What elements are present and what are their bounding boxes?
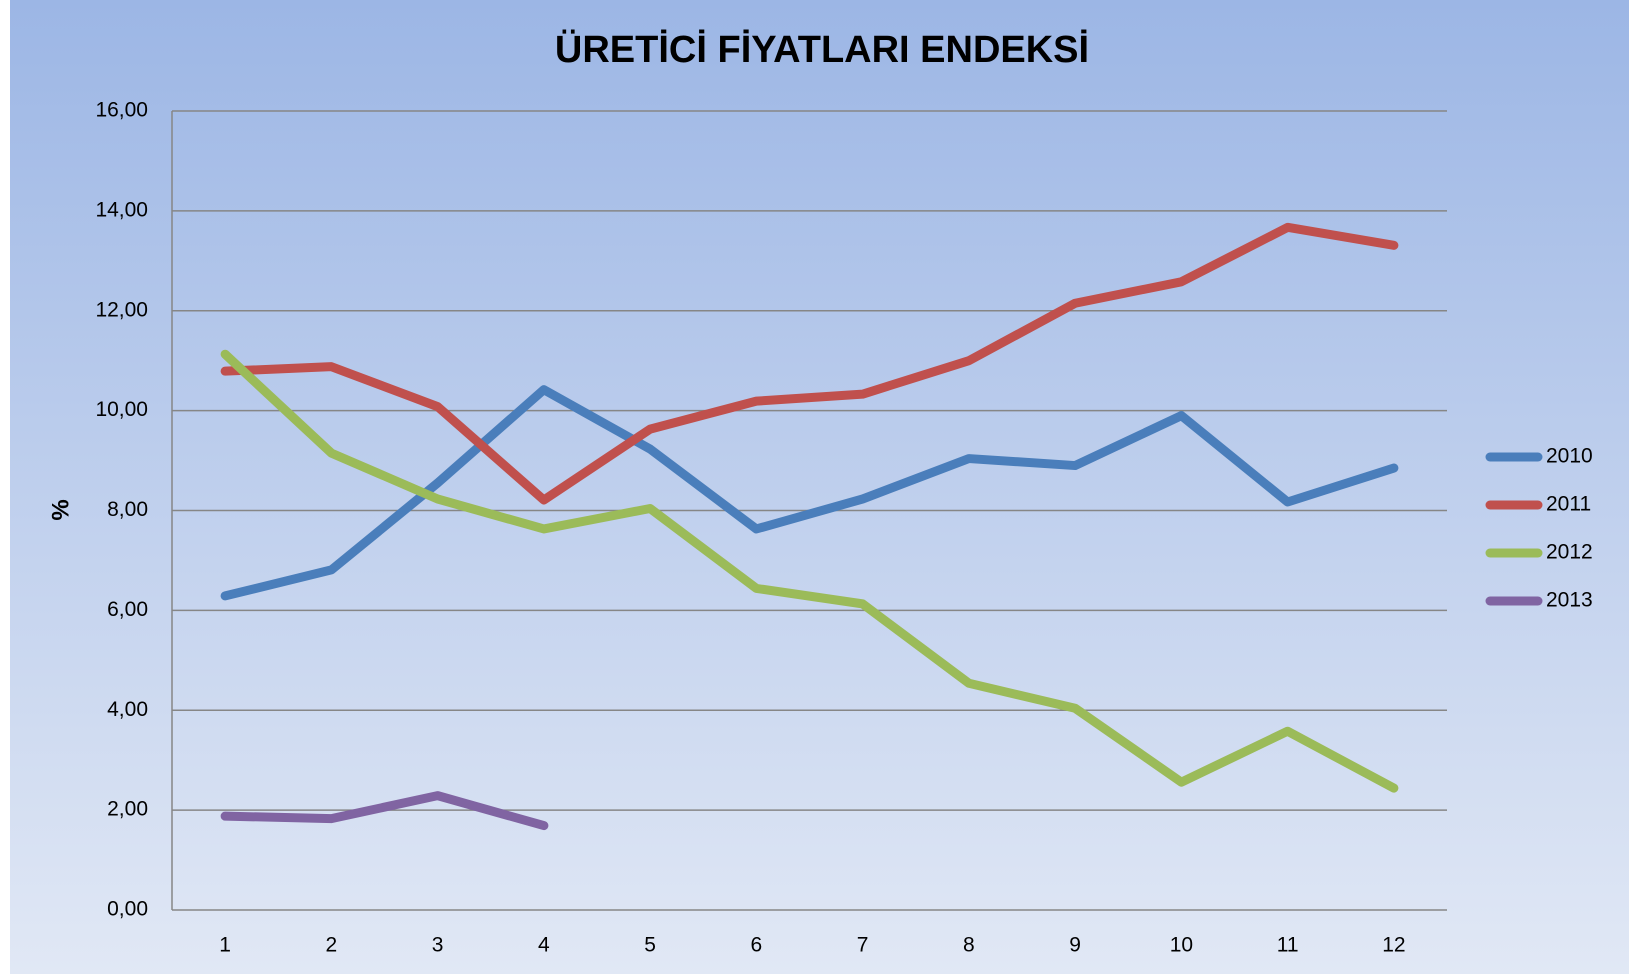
y-axis-title: % (47, 499, 74, 520)
series-line (220, 791, 549, 831)
x-tick-label: 12 (1382, 934, 1405, 957)
y-tick-label: 16,00 (95, 99, 148, 122)
x-tick-label: 9 (1069, 934, 1081, 957)
legend-label: 2011 (1546, 493, 1591, 516)
chart-background (10, 0, 1629, 974)
x-tick-label: 2 (326, 934, 338, 957)
x-tick-label: 10 (1170, 934, 1193, 957)
x-tick-label: 3 (432, 934, 444, 957)
y-tick-label: 6,00 (107, 598, 148, 621)
chart-title: ÜRETİCİ FİYATLARI ENDEKSİ (555, 28, 1089, 71)
legend-label: 2010 (1546, 445, 1593, 468)
x-tick-label: 1 (219, 934, 231, 957)
y-tick-label: 8,00 (107, 498, 148, 521)
series-line (220, 222, 1399, 505)
x-tick-label: 7 (857, 934, 869, 957)
y-tick-label: 14,00 (95, 198, 148, 221)
y-tick-label: 4,00 (107, 698, 148, 721)
y-tick-label: 12,00 (95, 298, 148, 321)
series-line (220, 349, 1399, 793)
x-tick-label: 11 (1277, 934, 1299, 957)
y-tick-label: 2,00 (107, 798, 148, 821)
y-tick-label: 10,00 (95, 398, 148, 421)
x-tick-label: 8 (963, 934, 975, 957)
legend-label: 2012 (1546, 541, 1593, 564)
legend-label: 2013 (1546, 589, 1593, 612)
x-tick-label: 5 (644, 934, 656, 957)
y-tick-label: 0,00 (107, 898, 148, 921)
x-tick-label: 4 (538, 934, 550, 957)
x-tick-label: 6 (751, 934, 763, 957)
series-line (220, 385, 1399, 601)
